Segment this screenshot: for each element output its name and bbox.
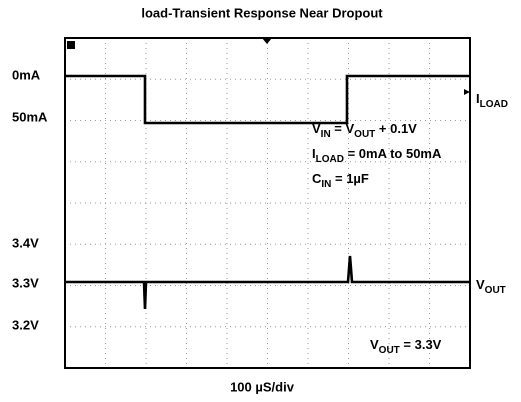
subscript: OUT xyxy=(354,129,375,140)
text-part: = 1µF xyxy=(331,171,369,186)
annotation: CIN = 1µF xyxy=(312,171,369,189)
text-part: = 0mA to 50mA xyxy=(344,146,442,161)
trigger-marker xyxy=(262,38,272,44)
text-part: I xyxy=(476,91,480,106)
text-part: + 0.1V xyxy=(375,121,417,136)
text-part: I xyxy=(312,146,316,161)
subscript: OUT xyxy=(379,345,400,356)
subscript: LOAD xyxy=(316,154,344,165)
voltage-trace xyxy=(66,255,469,310)
subscript: IN xyxy=(321,179,331,190)
annotation: VIN = VOUT + 0.1V xyxy=(312,121,417,139)
text-part: V xyxy=(312,121,321,136)
timebase: 100 µS/div xyxy=(230,379,295,394)
level-label: 50mA xyxy=(12,109,48,124)
level-label: 0mA xyxy=(12,67,41,82)
text-part: V xyxy=(476,277,485,292)
level-label: 3.4V xyxy=(12,235,39,250)
level-label: 3.3V xyxy=(12,275,39,290)
title: load-Transient Response Near Dropout xyxy=(141,5,383,20)
annotation: VOUT = 3.3V xyxy=(370,337,442,355)
text-part: C xyxy=(312,171,322,186)
subscript: IN xyxy=(321,129,331,140)
annotation: ILOAD = 0mA to 50mA xyxy=(312,146,442,164)
grid xyxy=(65,38,470,368)
channel-label: VOUT xyxy=(476,277,506,295)
channel-marker xyxy=(464,89,470,95)
current-trace xyxy=(66,74,469,125)
text-part: V xyxy=(370,337,379,352)
level-label: 3.2V xyxy=(12,317,39,332)
text-part: = V xyxy=(331,121,355,136)
text-part: = 3.3V xyxy=(400,337,442,352)
subscript: LOAD xyxy=(480,99,508,110)
trigger-icon xyxy=(67,41,75,49)
channel-label: ILOAD xyxy=(476,91,508,109)
subscript: OUT xyxy=(485,285,506,296)
